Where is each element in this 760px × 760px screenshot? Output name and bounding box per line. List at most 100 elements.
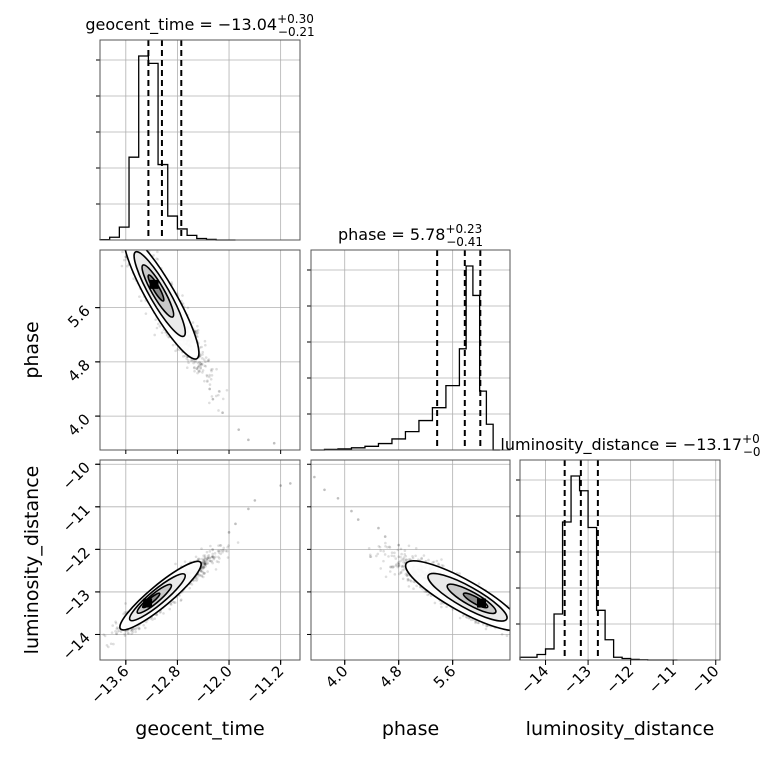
title-main: luminosity_distance = −13.17 xyxy=(500,435,742,455)
sample-point xyxy=(484,627,488,631)
sample-point xyxy=(202,565,206,569)
sample-point xyxy=(199,366,203,369)
sample-point xyxy=(124,240,127,243)
title-plus: +0.23 xyxy=(445,222,482,236)
sample-point xyxy=(121,241,124,244)
sample-point xyxy=(122,612,125,616)
sample-point xyxy=(211,547,214,551)
sample-point xyxy=(210,369,213,373)
sample-point xyxy=(525,626,528,629)
sample-point xyxy=(201,567,204,570)
sample-point xyxy=(217,389,221,393)
sample-point xyxy=(411,556,415,560)
sample-point xyxy=(195,367,199,370)
sample-point xyxy=(201,564,204,568)
sample-point xyxy=(168,607,172,611)
sample-point xyxy=(112,642,115,646)
sample-point xyxy=(405,574,409,577)
sample-point xyxy=(399,547,403,551)
sample-point xyxy=(530,634,533,637)
x-tick-label-phase: 4.8 xyxy=(376,662,406,692)
sample-point xyxy=(403,553,407,556)
sample-point xyxy=(137,626,141,630)
sample-point xyxy=(160,331,164,334)
sample-point xyxy=(401,565,404,569)
sample-point xyxy=(227,544,230,547)
panel-frame xyxy=(99,249,301,451)
sample-point xyxy=(389,565,392,569)
sample-point xyxy=(412,580,415,583)
sample-point xyxy=(185,357,188,360)
sample-point xyxy=(139,299,143,303)
sample-point xyxy=(203,379,206,383)
title-minus: −0.21 xyxy=(278,25,315,39)
sample-point xyxy=(399,570,403,574)
sample-point xyxy=(140,247,143,250)
sample-point xyxy=(203,339,207,343)
sample-point xyxy=(115,626,119,629)
sample-point xyxy=(203,561,207,564)
sample-point xyxy=(201,371,204,374)
sample-point xyxy=(195,329,199,333)
sample-point xyxy=(469,618,473,622)
sample-point xyxy=(218,557,221,560)
sample-point xyxy=(162,612,165,615)
sample-point xyxy=(408,557,412,561)
sample-point xyxy=(206,557,210,560)
sample-point xyxy=(198,364,201,367)
sample-point xyxy=(423,590,427,593)
sample-point xyxy=(196,361,200,365)
sample-point xyxy=(117,240,120,243)
sample-point xyxy=(477,621,480,625)
sample-point xyxy=(204,560,207,563)
sample-point xyxy=(378,545,382,549)
sample-point xyxy=(123,245,126,248)
sample-point xyxy=(203,563,207,566)
sample-point xyxy=(211,561,214,565)
sample-point xyxy=(210,555,214,559)
sample-point xyxy=(203,562,207,566)
sample-point xyxy=(201,357,204,360)
scatter-geocent_time-vs-phase xyxy=(99,234,301,451)
sample-point xyxy=(397,543,400,547)
sample-point xyxy=(123,632,126,636)
sample-point xyxy=(111,624,115,627)
histogram-curve-geocent_time xyxy=(99,55,236,241)
sample-point xyxy=(192,361,195,365)
sample-point xyxy=(206,561,209,565)
sample-point xyxy=(115,627,118,631)
sample-point xyxy=(420,556,423,560)
sample-point xyxy=(127,632,130,635)
sample-point xyxy=(336,496,340,500)
sample-point xyxy=(152,253,155,257)
y-tick-label-luminosity_distance: −10 xyxy=(59,458,94,493)
sample-point xyxy=(512,617,515,620)
sample-point xyxy=(368,553,372,557)
sample-point xyxy=(135,626,138,630)
sample-point xyxy=(384,575,388,579)
sample-point xyxy=(124,244,127,247)
x-tick-label-luminosity_distance: −11 xyxy=(645,662,680,697)
sample-point xyxy=(130,234,133,237)
sample-point xyxy=(526,635,529,638)
sample-point xyxy=(517,637,520,640)
sample-point xyxy=(226,545,229,549)
sample-point xyxy=(272,441,276,445)
sample-point xyxy=(156,258,160,261)
y-axis-label-phase: phase xyxy=(21,321,43,378)
sample-point xyxy=(195,579,198,582)
sample-point xyxy=(197,557,200,561)
sample-point xyxy=(461,614,465,618)
y-tick-label-phase: 5.6 xyxy=(64,302,94,332)
sample-point xyxy=(179,599,183,602)
sample-point xyxy=(367,546,371,550)
sample-point xyxy=(198,360,201,364)
sample-point xyxy=(403,568,406,571)
sample-point xyxy=(221,550,224,554)
sample-point xyxy=(414,554,417,558)
sample-point xyxy=(198,573,202,577)
sample-point xyxy=(402,558,406,562)
sample-point xyxy=(198,346,202,349)
sample-point xyxy=(404,573,408,576)
